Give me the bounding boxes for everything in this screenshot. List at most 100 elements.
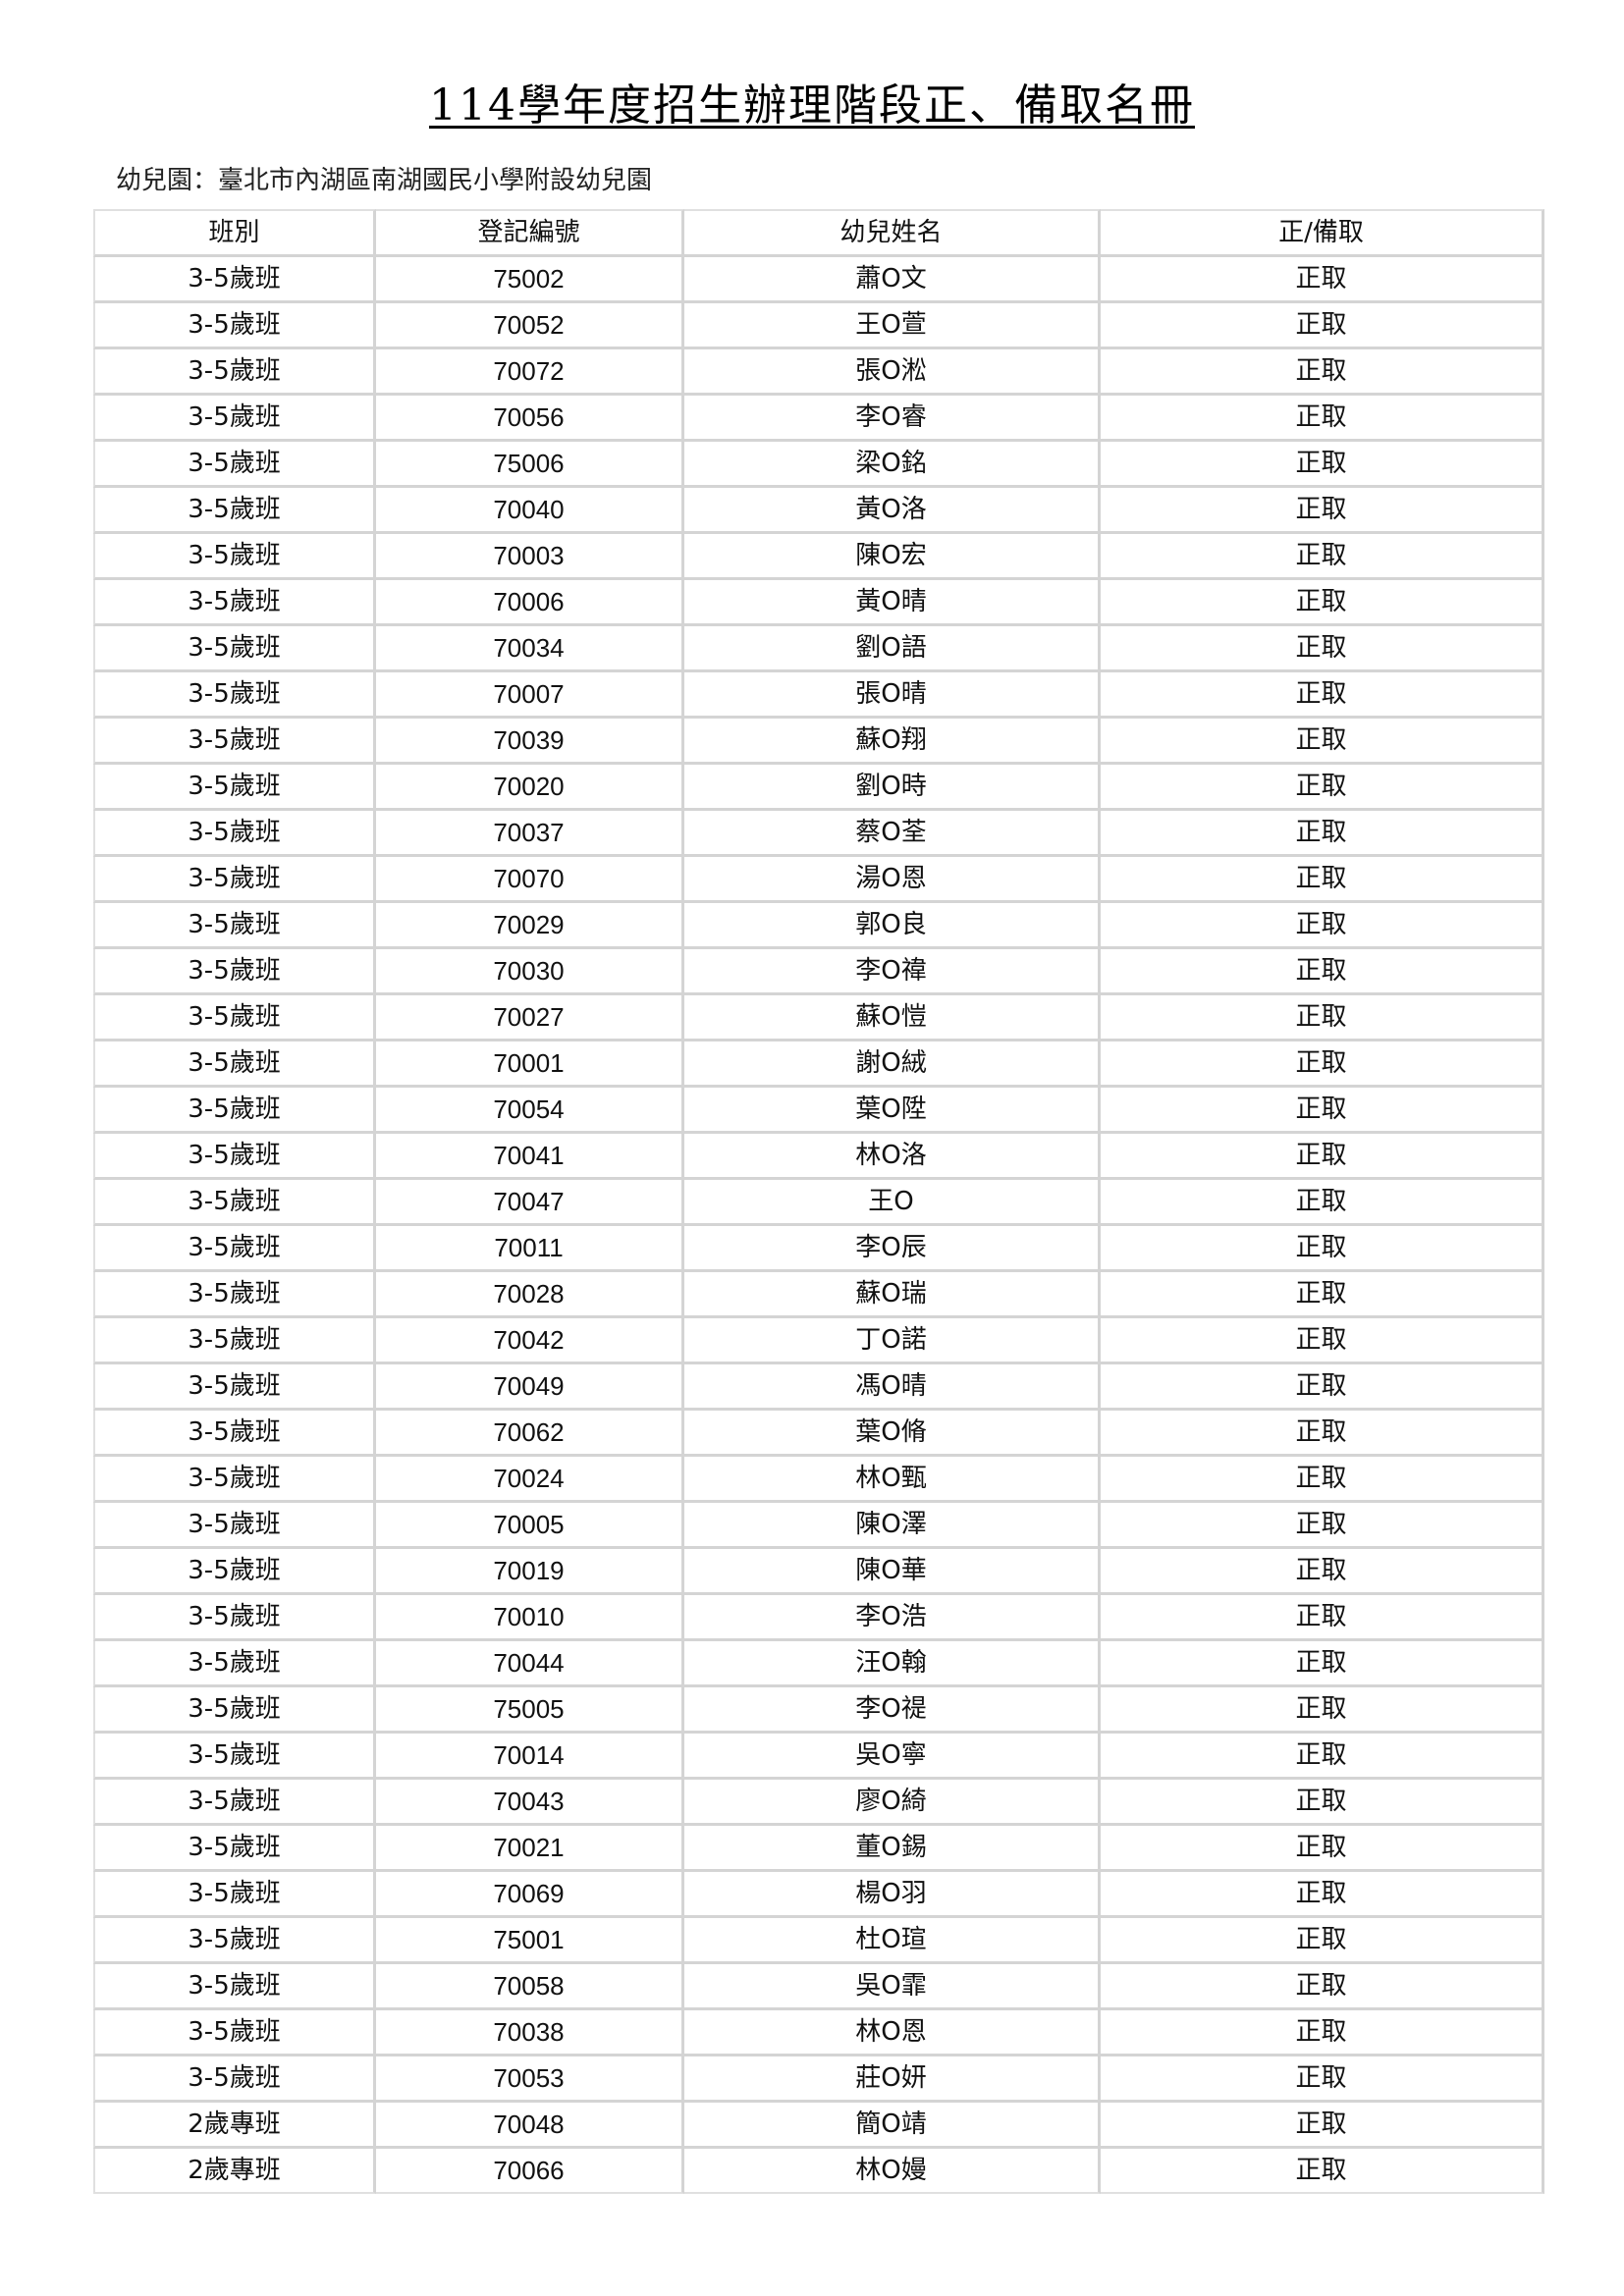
cell-status: 正取	[1101, 1503, 1544, 1549]
cell-child-name: 湯O恩	[684, 857, 1101, 903]
cell-class: 3-5歲班	[93, 580, 376, 626]
table-row: 3-5歲班 70034 劉O語 正取	[93, 626, 1544, 672]
column-header-reg-no: 登記編號	[376, 209, 684, 257]
cell-status: 正取	[1101, 1411, 1544, 1457]
table-row: 3-5歲班 70044 汪O翰 正取	[93, 1641, 1544, 1687]
cell-status: 正取	[1101, 1364, 1544, 1411]
cell-child-name: 李O浩	[684, 1595, 1101, 1641]
table-row: 3-5歲班 70062 葉O脩 正取	[93, 1411, 1544, 1457]
cell-class: 3-5歲班	[93, 1364, 376, 1411]
cell-status: 正取	[1101, 626, 1544, 672]
cell-child-name: 林O甄	[684, 1457, 1101, 1503]
cell-child-name: 吳O霏	[684, 1964, 1101, 2010]
cell-class: 3-5歲班	[93, 1411, 376, 1457]
table-row: 3-5歲班 75005 李O禔 正取	[93, 1687, 1544, 1734]
cell-status: 正取	[1101, 1272, 1544, 1318]
page-title: 114學年度招生辦理階段正、備取名冊	[0, 77, 1624, 135]
cell-reg-no: 70053	[376, 2056, 684, 2103]
column-header-class: 班別	[93, 209, 376, 257]
table-row: 3-5歲班 70021 董O錫 正取	[93, 1826, 1544, 1872]
cell-class: 3-5歲班	[93, 2010, 376, 2056]
cell-child-name: 陳O華	[684, 1549, 1101, 1595]
cell-child-name: 葉O脩	[684, 1411, 1101, 1457]
cell-reg-no: 70056	[376, 396, 684, 442]
cell-status: 正取	[1101, 1549, 1544, 1595]
cell-child-name: 林O嫚	[684, 2149, 1101, 2194]
cell-reg-no: 70054	[376, 1088, 684, 1134]
cell-class: 3-5歲班	[93, 1549, 376, 1595]
cell-child-name: 莊O妍	[684, 2056, 1101, 2103]
cell-child-name: 吳O寧	[684, 1734, 1101, 1780]
cell-status: 正取	[1101, 2010, 1544, 2056]
cell-class: 3-5歲班	[93, 1088, 376, 1134]
table-row: 3-5歲班 70070 湯O恩 正取	[93, 857, 1544, 903]
cell-child-name: 梁O銘	[684, 442, 1101, 488]
cell-class: 3-5歲班	[93, 1734, 376, 1780]
cell-reg-no: 70069	[376, 1872, 684, 1918]
cell-reg-no: 70039	[376, 719, 684, 765]
cell-child-name: 丁O諾	[684, 1318, 1101, 1364]
cell-reg-no: 70038	[376, 2010, 684, 2056]
cell-reg-no: 75005	[376, 1687, 684, 1734]
cell-child-name: 蕭O文	[684, 257, 1101, 303]
cell-status: 正取	[1101, 811, 1544, 857]
cell-class: 3-5歲班	[93, 1457, 376, 1503]
cell-reg-no: 70030	[376, 949, 684, 995]
table-row: 3-5歲班 70047 王O 正取	[93, 1180, 1544, 1226]
cell-class: 3-5歲班	[93, 1872, 376, 1918]
cell-status: 正取	[1101, 1826, 1544, 1872]
cell-child-name: 李O禕	[684, 949, 1101, 995]
cell-child-name: 王O萱	[684, 303, 1101, 349]
cell-reg-no: 70014	[376, 1734, 684, 1780]
cell-reg-no: 70034	[376, 626, 684, 672]
cell-class: 3-5歲班	[93, 1687, 376, 1734]
cell-status: 正取	[1101, 1457, 1544, 1503]
cell-status: 正取	[1101, 2056, 1544, 2103]
cell-child-name: 蔡O荃	[684, 811, 1101, 857]
cell-status: 正取	[1101, 1780, 1544, 1826]
cell-child-name: 謝O絨	[684, 1041, 1101, 1088]
cell-reg-no: 70020	[376, 765, 684, 811]
table-row: 3-5歲班 70056 李O睿 正取	[93, 396, 1544, 442]
cell-status: 正取	[1101, 857, 1544, 903]
cell-status: 正取	[1101, 1226, 1544, 1272]
table-row: 3-5歲班 70049 馮O晴 正取	[93, 1364, 1544, 1411]
cell-class: 3-5歲班	[93, 1641, 376, 1687]
table-header-row: 班別 登記編號 幼兒姓名 正/備取	[93, 209, 1544, 257]
cell-reg-no: 70005	[376, 1503, 684, 1549]
cell-class: 2歲專班	[93, 2103, 376, 2149]
cell-child-name: 汪O翰	[684, 1641, 1101, 1687]
table-row: 3-5歲班 70001 謝O絨 正取	[93, 1041, 1544, 1088]
cell-class: 3-5歲班	[93, 303, 376, 349]
cell-reg-no: 70028	[376, 1272, 684, 1318]
cell-reg-no: 70044	[376, 1641, 684, 1687]
cell-reg-no: 70029	[376, 903, 684, 949]
table-row: 2歲專班 70048 簡O靖 正取	[93, 2103, 1544, 2149]
cell-status: 正取	[1101, 303, 1544, 349]
cell-reg-no: 70010	[376, 1595, 684, 1641]
cell-class: 3-5歲班	[93, 1964, 376, 2010]
cell-reg-no: 70019	[376, 1549, 684, 1595]
cell-status: 正取	[1101, 1134, 1544, 1180]
cell-class: 3-5歲班	[93, 1041, 376, 1088]
cell-reg-no: 70027	[376, 995, 684, 1041]
cell-reg-no: 70070	[376, 857, 684, 903]
cell-child-name: 李O睿	[684, 396, 1101, 442]
cell-reg-no: 75001	[376, 1918, 684, 1964]
cell-class: 2歲專班	[93, 2149, 376, 2194]
cell-child-name: 蘇O瑞	[684, 1272, 1101, 1318]
cell-class: 3-5歲班	[93, 903, 376, 949]
cell-class: 3-5歲班	[93, 534, 376, 580]
cell-child-name: 簡O靖	[684, 2103, 1101, 2149]
cell-status: 正取	[1101, 949, 1544, 995]
cell-reg-no: 70006	[376, 580, 684, 626]
cell-status: 正取	[1101, 257, 1544, 303]
cell-class: 3-5歲班	[93, 949, 376, 995]
cell-status: 正取	[1101, 1687, 1544, 1734]
cell-child-name: 廖O綺	[684, 1780, 1101, 1826]
table-row: 3-5歲班 70011 李O辰 正取	[93, 1226, 1544, 1272]
cell-child-name: 董O錫	[684, 1826, 1101, 1872]
table-row: 3-5歲班 70005 陳O澤 正取	[93, 1503, 1544, 1549]
cell-reg-no: 70047	[376, 1180, 684, 1226]
cell-child-name: 杜O瑄	[684, 1918, 1101, 1964]
